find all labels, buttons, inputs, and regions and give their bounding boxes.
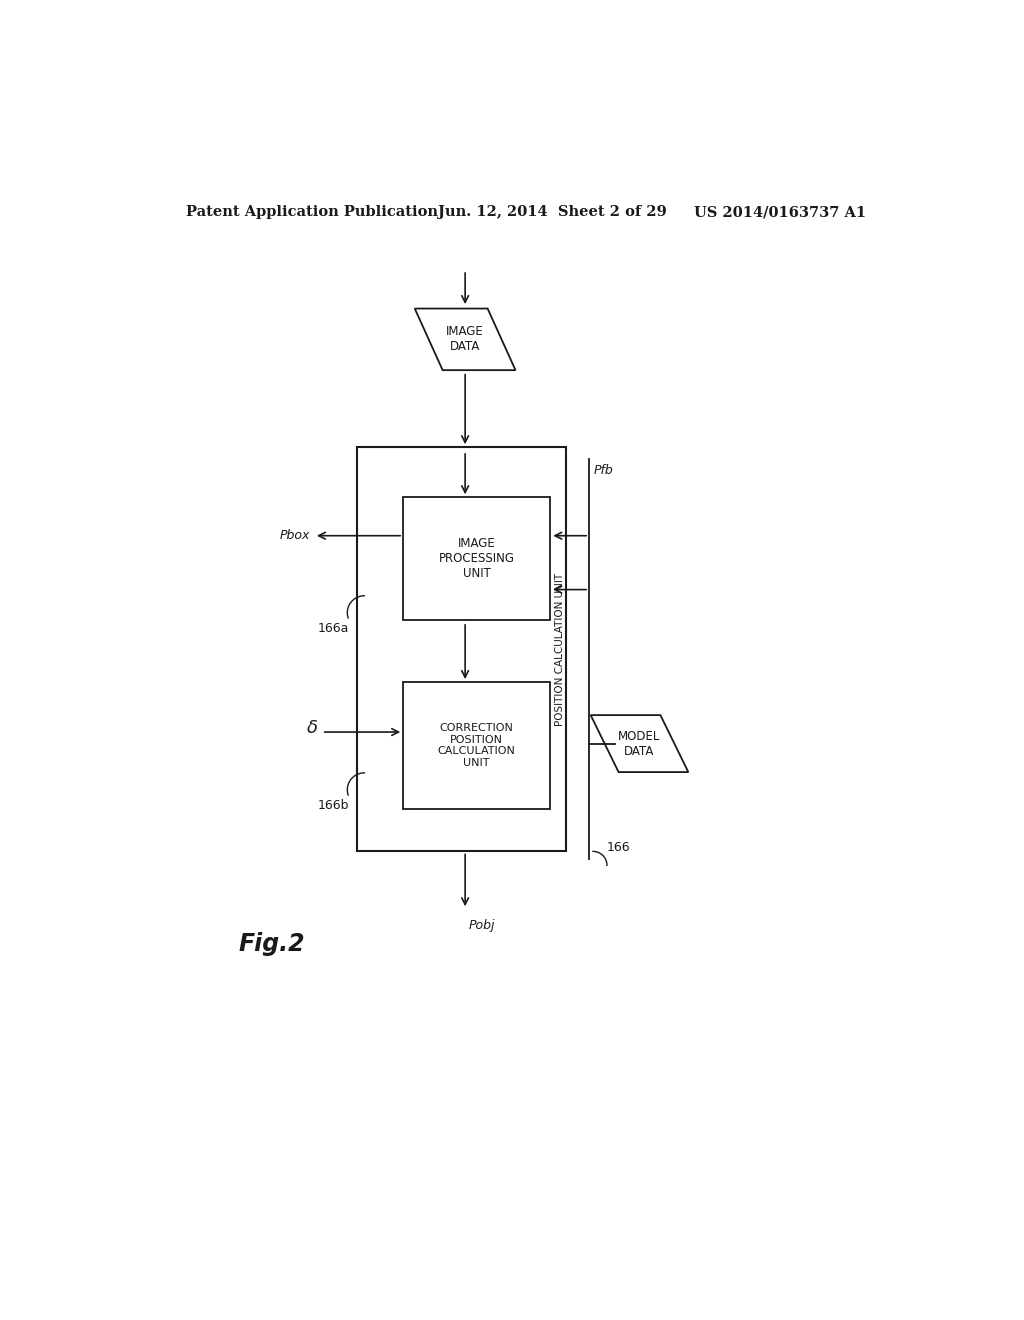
Text: Patent Application Publication: Patent Application Publication bbox=[186, 206, 438, 219]
Text: US 2014/0163737 A1: US 2014/0163737 A1 bbox=[693, 206, 866, 219]
Bar bbox=[403, 498, 550, 620]
Text: POSITION CALCULATION UNIT: POSITION CALCULATION UNIT bbox=[555, 573, 564, 726]
Text: Pfb: Pfb bbox=[594, 463, 613, 477]
Text: 166b: 166b bbox=[317, 799, 349, 812]
Text: Jun. 12, 2014  Sheet 2 of 29: Jun. 12, 2014 Sheet 2 of 29 bbox=[438, 206, 667, 219]
Text: CORRECTION
POSITION
CALCULATION
UNIT: CORRECTION POSITION CALCULATION UNIT bbox=[438, 723, 516, 768]
Text: Pobj: Pobj bbox=[469, 919, 496, 932]
Text: 166: 166 bbox=[606, 841, 630, 854]
Text: Pbox: Pbox bbox=[280, 529, 310, 543]
Text: IMAGE
PROCESSING
UNIT: IMAGE PROCESSING UNIT bbox=[438, 537, 515, 581]
Text: Fig.2: Fig.2 bbox=[238, 932, 305, 956]
Bar bbox=[403, 682, 550, 809]
Bar bbox=[356, 447, 566, 851]
Text: δ: δ bbox=[307, 719, 317, 737]
Text: IMAGE
DATA: IMAGE DATA bbox=[446, 325, 484, 354]
Text: MODEL
DATA: MODEL DATA bbox=[618, 730, 660, 758]
Text: 166a: 166a bbox=[317, 622, 349, 635]
